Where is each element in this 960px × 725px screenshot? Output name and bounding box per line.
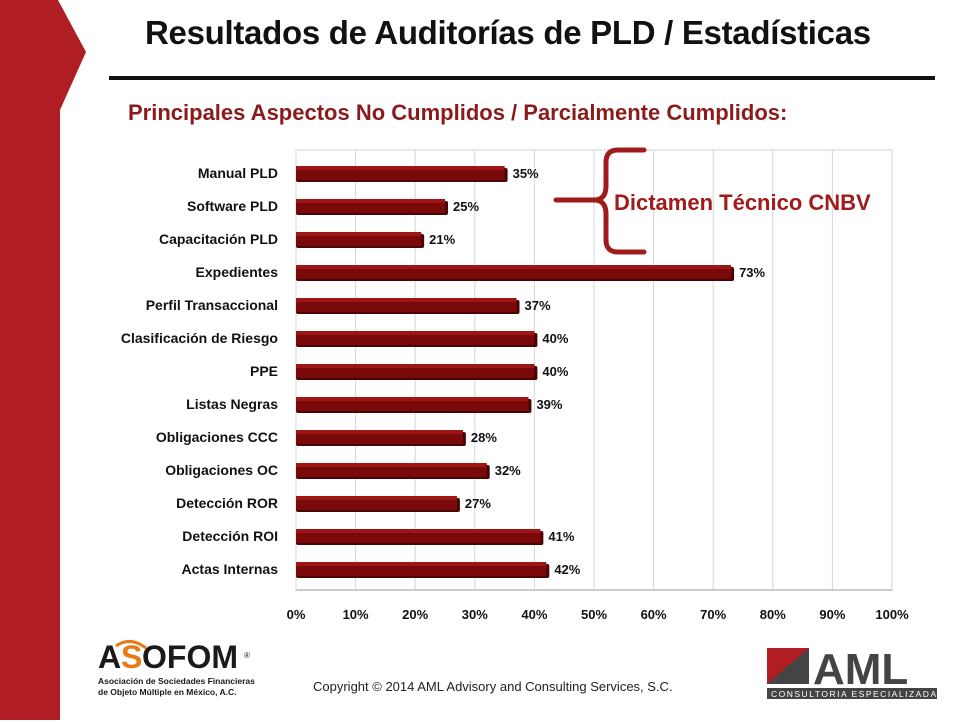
slide-subtitle: Principales Aspectos No Cumplidos / Parc…	[128, 100, 788, 125]
slide-title: Resultados de Auditorías de PLD / Estadí…	[145, 14, 871, 51]
side-decoration-band	[0, 0, 90, 720]
asofom-line2: de Objeto Múltiple en México, A.C.	[98, 687, 237, 697]
x-tick-label: 10%	[343, 607, 369, 622]
data-label: 40%	[542, 364, 568, 379]
data-label: 37%	[525, 298, 551, 313]
data-label: 28%	[471, 430, 497, 445]
y-category-label: Detección ROR	[176, 495, 278, 511]
bar-highlight	[296, 529, 541, 533]
data-label: 41%	[548, 529, 574, 544]
data-label: 40%	[542, 331, 568, 346]
aml-tagline-bar	[767, 688, 937, 699]
x-tick-label: 100%	[875, 607, 909, 622]
data-label: 42%	[554, 562, 580, 577]
asofom-logo-a: A	[98, 639, 121, 675]
x-tick-label: 40%	[521, 607, 547, 622]
data-label: 73%	[739, 265, 765, 280]
bar-highlight	[296, 463, 487, 467]
y-category-label: Perfil Transaccional	[146, 297, 278, 313]
asofom-logo-ofom: OFOM	[142, 639, 238, 675]
x-tick-label: 80%	[760, 607, 786, 622]
y-category-label: Obligaciones OC	[165, 462, 278, 478]
asofom-logo-s: S	[121, 639, 142, 675]
bar-highlight	[296, 562, 547, 566]
bar-highlight	[296, 430, 463, 434]
bar-highlight	[296, 265, 732, 269]
bar-highlight	[296, 232, 422, 236]
y-category-label: Expedientes	[196, 264, 279, 280]
y-category-label: Capacitación PLD	[159, 231, 278, 247]
y-category-label: Clasificación de Riesgo	[121, 330, 278, 346]
x-tick-label: 20%	[402, 607, 428, 622]
aml-logo: AML CONSULTORIA ESPECIALIZADA	[765, 640, 941, 702]
annotation-label: Dictamen Técnico CNBV	[614, 190, 871, 215]
bar-highlight	[296, 166, 505, 170]
data-label: 39%	[536, 397, 562, 412]
x-tick-label: 0%	[287, 607, 306, 622]
x-tick-label: 60%	[641, 607, 667, 622]
bar-highlight	[296, 331, 535, 335]
y-category-label: Obligaciones CCC	[156, 429, 278, 445]
side-band-shape	[0, 0, 86, 720]
y-category-label: Software PLD	[187, 198, 278, 214]
y-category-label: Manual PLD	[198, 165, 278, 181]
x-tick-label: 30%	[462, 607, 488, 622]
data-label: 32%	[495, 463, 521, 478]
asofom-registered-mark: ®	[244, 651, 250, 660]
x-tick-label: 70%	[700, 607, 726, 622]
asofom-logo: A S OFOM ® Asociación de Sociedades Fina…	[94, 638, 264, 704]
data-label: 25%	[453, 199, 479, 214]
bar-highlight	[296, 496, 457, 500]
bar-highlight	[296, 364, 535, 368]
bar-highlight	[296, 199, 445, 203]
annotation-brace-lower	[591, 197, 647, 255]
y-category-label: Listas Negras	[186, 396, 278, 412]
data-label: 35%	[513, 166, 539, 181]
y-category-label: PPE	[250, 363, 278, 379]
data-label: 21%	[429, 232, 455, 247]
aml-logo-diagonal	[767, 648, 809, 684]
asofom-line1: Asociación de Sociedades Financieras	[98, 676, 255, 686]
data-label: 27%	[465, 496, 491, 511]
asofom-swoosh	[115, 640, 147, 650]
aml-logo-text: AML	[813, 645, 908, 694]
bar-highlight	[296, 397, 529, 401]
aml-tagline: CONSULTORIA ESPECIALIZADA	[771, 689, 938, 699]
x-tick-label: 90%	[819, 607, 845, 622]
y-category-label: Detección ROI	[182, 528, 278, 544]
bar-highlight	[296, 298, 517, 302]
x-tick-label: 50%	[581, 607, 607, 622]
copyright-notice: Copyright © 2014 AML Advisory and Consul…	[313, 679, 673, 694]
y-category-label: Actas Internas	[182, 561, 279, 577]
title-rule	[109, 76, 935, 80]
